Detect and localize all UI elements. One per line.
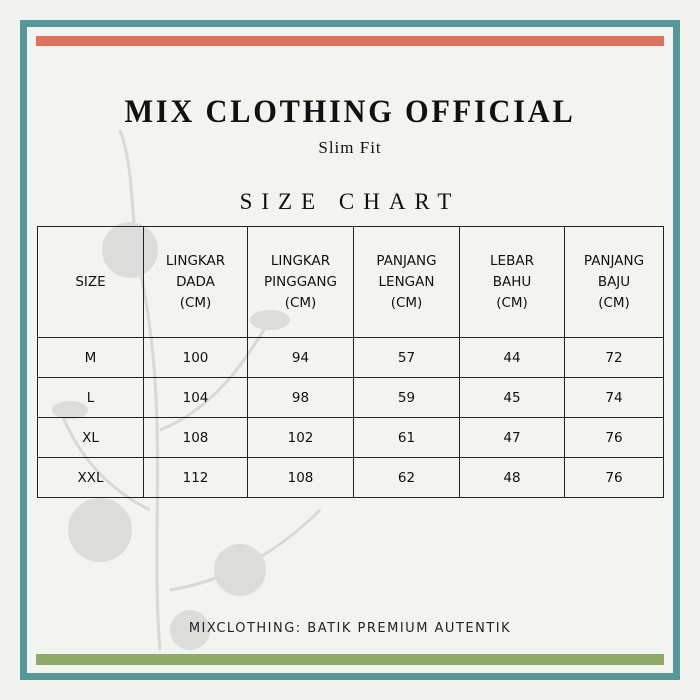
size-cell: XL: [37, 417, 144, 458]
measurement-cell: 61: [353, 417, 460, 458]
measurement-cell: 104: [143, 377, 248, 418]
measurement-cell: 74: [564, 377, 664, 418]
measurement-cell: 57: [353, 337, 460, 378]
size-cell: L: [37, 377, 144, 418]
measurement-cell: 72: [564, 337, 664, 378]
measurement-cell: 76: [564, 457, 664, 498]
table-row: XL 108 102 61 47 76: [37, 417, 664, 458]
measurement-cell: 62: [353, 457, 460, 498]
header-sleeve: PANJANG LENGAN (CM): [353, 226, 460, 338]
size-cell: M: [37, 337, 144, 378]
footer-tagline: MIXCLOTHING: BATIK PREMIUM AUTENTIK: [188, 621, 512, 636]
header-length: PANJANG BAJU (CM): [564, 226, 664, 338]
measurement-cell: 108: [143, 417, 248, 458]
top-accent-bar: [36, 36, 664, 46]
header-size: SIZE: [37, 226, 144, 338]
table-row: M 100 94 57 44 72: [37, 337, 664, 378]
bottom-accent-bar: [36, 654, 664, 665]
measurement-cell: 45: [459, 377, 565, 418]
measurement-cell: 102: [247, 417, 354, 458]
header-waist: LINGKAR PINGGANG (CM): [247, 226, 354, 338]
header-chest: LINGKAR DADA (CM): [143, 226, 248, 338]
table-row: XXL 112 108 62 48 76: [37, 457, 664, 498]
measurement-cell: 94: [247, 337, 354, 378]
measurement-cell: 108: [247, 457, 354, 498]
measurement-cell: 112: [143, 457, 248, 498]
size-cell: XXL: [37, 457, 144, 498]
header-shoulder: LEBAR BAHU (CM): [459, 226, 565, 338]
measurement-cell: 76: [564, 417, 664, 458]
table-row: L 104 98 59 45 74: [37, 377, 664, 418]
measurement-cell: 98: [247, 377, 354, 418]
table-header-row: SIZE LINGKAR DADA (CM) LINGKAR PINGGANG …: [37, 226, 664, 338]
fit-subtitle: Slim Fit: [318, 138, 382, 157]
size-table: SIZE LINGKAR DADA (CM) LINGKAR PINGGANG …: [37, 226, 664, 498]
measurement-cell: 47: [459, 417, 565, 458]
brand-title: MIX CLOTHING OFFICIAL: [124, 94, 576, 130]
measurement-cell: 44: [459, 337, 565, 378]
measurement-cell: 59: [353, 377, 460, 418]
size-chart-heading: SIZE CHART: [239, 189, 461, 214]
measurement-cell: 48: [459, 457, 565, 498]
measurement-cell: 100: [143, 337, 248, 378]
